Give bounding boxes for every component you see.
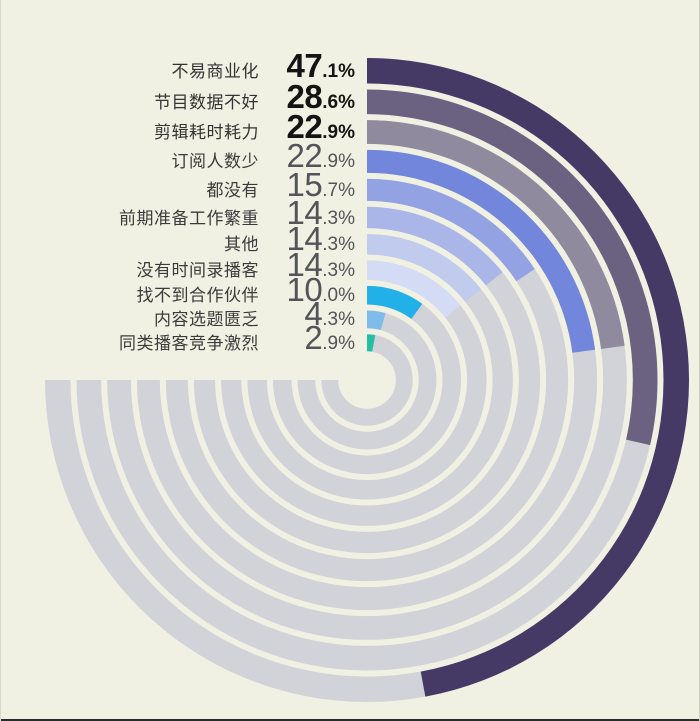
- value-integer: 2: [304, 318, 323, 356]
- category-label: 找不到合作伙伴: [136, 286, 259, 306]
- value-integer: 47: [286, 46, 323, 84]
- ring-value-10: [367, 310, 386, 331]
- legend-row-3: 剪辑耗时耗力 22.9%: [1, 108, 355, 146]
- legend-row-2: 节目数据不好 28.6%: [1, 78, 355, 116]
- value-integer: 10: [286, 271, 323, 309]
- category-label: 都没有: [206, 180, 259, 200]
- ring-value-7: [367, 234, 482, 302]
- value-decimal-percent: .9%: [322, 122, 355, 143]
- category-label: 订阅人数少: [171, 152, 259, 172]
- value-integer: 22: [286, 108, 323, 145]
- legend-row-8: 没有时间录播客 14.3%: [1, 246, 356, 284]
- category-label: 内容选题匮乏: [154, 310, 259, 330]
- value-decimal-percent: .9%: [322, 332, 355, 354]
- ring-value-4: [367, 149, 596, 353]
- bottom-border: [1, 719, 699, 721]
- value-integer: 14: [286, 220, 323, 258]
- value-integer: 22: [286, 137, 323, 175]
- ring-track-11: [321, 334, 413, 426]
- legend-row-4: 订阅人数少 22.9%: [1, 137, 356, 175]
- category-label: 剪辑耗时耗力: [154, 123, 259, 142]
- ring-value-9: [367, 285, 423, 319]
- value-label: 28.6%: [259, 78, 355, 116]
- value-decimal-percent: .3%: [322, 260, 355, 282]
- value-label: 14.3%: [259, 194, 355, 232]
- ring-value-5: [367, 178, 535, 282]
- category-label: 同类播客竞争激烈: [119, 333, 259, 353]
- ring-value-3: [367, 120, 625, 349]
- value-label: 14.3%: [259, 246, 355, 284]
- value-label: 22.9%: [259, 137, 355, 175]
- ring-value-6: [367, 206, 503, 286]
- value-label: 22.9%: [259, 108, 355, 146]
- value-label: 2.9%: [259, 319, 355, 357]
- value-decimal-percent: .1%: [322, 60, 355, 82]
- legend-row-10: 内容选题匮乏 4.3%: [1, 295, 355, 333]
- value-decimal-percent: .6%: [322, 91, 355, 113]
- ring-value-8: [367, 260, 461, 318]
- value-decimal-percent: .3%: [322, 309, 355, 331]
- value-label: 15.7%: [259, 166, 355, 204]
- value-decimal-percent: .3%: [322, 207, 355, 229]
- value-decimal-percent: .0%: [322, 285, 355, 307]
- category-label: 不易商业化: [171, 61, 259, 81]
- value-integer: 28: [286, 77, 323, 115]
- value-integer: 15: [286, 165, 323, 203]
- value-label: 14.3%: [259, 220, 355, 258]
- value-label: 47.1%: [259, 47, 355, 85]
- legend-row-6: 前期准备工作繁重 14.3%: [1, 194, 355, 232]
- legend-row-9: 找不到合作伙伴 10.0%: [1, 271, 356, 309]
- legend-row-5: 都没有 15.7%: [1, 166, 356, 204]
- category-label: 没有时间录播客: [136, 261, 259, 281]
- category-label: 其他: [224, 235, 259, 255]
- category-label: 前期准备工作繁重: [119, 208, 259, 228]
- value-decimal-percent: .7%: [322, 179, 355, 201]
- legend-row-7: 其他 14.3%: [1, 220, 355, 258]
- legend-rows: 不易商业化 47.1% 节目数据不好 28.6% 剪辑耗时耗力 22.9% 订阅人数少 22.…: [1, 0, 355, 721]
- legend-row-1: 不易商业化 47.1%: [1, 47, 356, 85]
- value-label: 10.0%: [259, 271, 355, 309]
- value-label: 4.3%: [259, 295, 355, 333]
- value-integer: 14: [286, 246, 323, 284]
- value-integer: 14: [286, 193, 323, 231]
- ring-value-11: [367, 334, 376, 352]
- legend-row-11: 同类播客竞争激烈 2.9%: [1, 319, 355, 357]
- value-decimal-percent: .9%: [322, 151, 355, 173]
- value-integer: 4: [304, 295, 323, 333]
- value-decimal-percent: .3%: [322, 234, 355, 256]
- category-label: 节目数据不好: [154, 92, 259, 112]
